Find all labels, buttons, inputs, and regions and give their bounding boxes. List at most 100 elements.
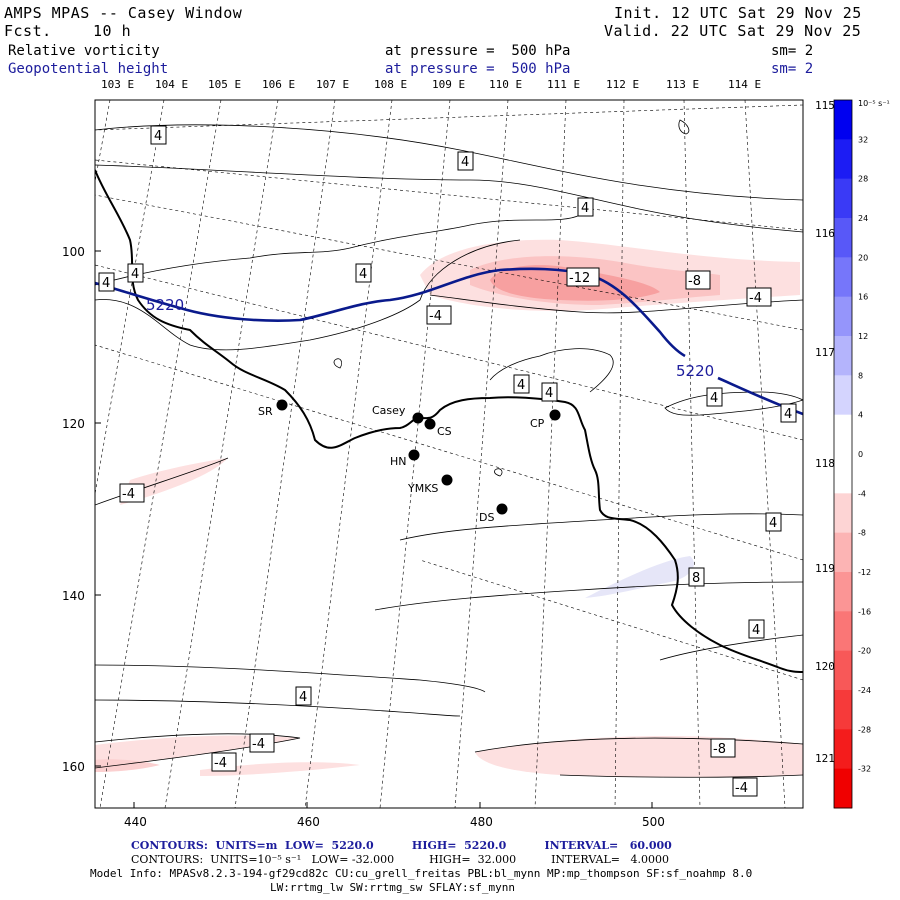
svg-text:4: 4 bbox=[769, 516, 777, 531]
svg-text:CS: CS bbox=[437, 425, 452, 438]
colorbar-tick-label: 8 bbox=[858, 371, 863, 380]
svg-text:-8: -8 bbox=[688, 274, 701, 289]
svg-text:-4: -4 bbox=[122, 487, 135, 502]
contour-label: 4 bbox=[457, 151, 474, 171]
colorbar-swatch bbox=[834, 375, 852, 416]
vorticity-contours bbox=[95, 119, 803, 778]
colorbar-swatch bbox=[834, 454, 852, 494]
stations: SR Casey CS HN YMKS CP DS bbox=[258, 399, 561, 524]
svg-text:4: 4 bbox=[581, 201, 589, 216]
y-tick-label: 120 bbox=[62, 417, 85, 431]
contour-label: 4 bbox=[127, 263, 144, 283]
lon-label-106: 106 E bbox=[262, 78, 296, 91]
colorbar-swatch bbox=[834, 611, 852, 652]
vorticity-contour-info: CONTOURS: UNITS=10⁻⁵ s⁻¹ LOW= -32.000 HI… bbox=[131, 853, 669, 866]
axis-tick-labels: 100 120 140 160 440 460 480 500 bbox=[62, 245, 665, 829]
lon-label-113: 113 E bbox=[666, 78, 700, 91]
height-contour-label: 5220 bbox=[676, 362, 714, 380]
svg-text:4: 4 bbox=[752, 623, 760, 638]
valid-time: Valid. 22 UTC Sat 29 Nov 25 bbox=[604, 22, 862, 40]
model-info: Model Info: MPASv8.2.3-194-gf29cd82c CU:… bbox=[90, 867, 753, 880]
contour-label: 4 bbox=[706, 387, 723, 407]
svg-text:CP: CP bbox=[530, 417, 545, 430]
contour-label: 4 bbox=[295, 686, 312, 706]
lon-label-112: 112 E bbox=[606, 78, 640, 91]
svg-text:DS: DS bbox=[479, 511, 494, 524]
plot-title: AMPS MPAS -- Casey Window bbox=[4, 4, 243, 22]
contour-label: 4 bbox=[150, 125, 167, 145]
contour-label: 8 bbox=[688, 567, 705, 587]
colorbar-swatch bbox=[834, 178, 852, 219]
contour-label: 4 bbox=[541, 382, 558, 402]
geopotential-labels: 5220 5220 bbox=[146, 296, 714, 380]
contour-label: -4 bbox=[119, 483, 145, 503]
lon-label-109: 109 E bbox=[432, 78, 466, 91]
contour-label: 4 bbox=[765, 512, 782, 532]
contour-label: 4 bbox=[577, 197, 594, 217]
contour-label: -8 bbox=[710, 738, 736, 758]
contour-label: -4 bbox=[249, 733, 275, 753]
colorbar-swatch bbox=[834, 218, 852, 258]
colorbar-tick-label: 20 bbox=[858, 253, 868, 262]
longitude-gridlines bbox=[95, 100, 803, 808]
colorbar-tick-label: -8 bbox=[858, 529, 866, 538]
colorbar-tick-label: -20 bbox=[858, 647, 871, 656]
svg-text:4: 4 bbox=[299, 690, 307, 705]
svg-text:4: 4 bbox=[784, 407, 792, 422]
station-cs: CS bbox=[424, 418, 452, 438]
contour-label: 4 bbox=[748, 619, 765, 639]
colorbar-swatch bbox=[834, 690, 852, 730]
svg-text:4: 4 bbox=[131, 267, 139, 282]
svg-text:4: 4 bbox=[461, 155, 469, 170]
svg-text:YMKS: YMKS bbox=[407, 482, 438, 495]
svg-text:SR: SR bbox=[258, 405, 273, 418]
svg-text:-4: -4 bbox=[749, 291, 762, 306]
colorbar-swatch bbox=[834, 296, 852, 337]
colorbar-tick-labels: 32 28 24 20 16 12 8 4 0 -4 -8 -12 -16 -20 -24 -28 -32 bbox=[858, 135, 871, 773]
y-tick-label: 160 bbox=[62, 760, 85, 774]
colorbar-tick-label: 12 bbox=[858, 332, 868, 341]
lon-label-103: 103 E bbox=[101, 78, 135, 91]
x-tick-label: 460 bbox=[297, 815, 320, 829]
field1-smoothing: sm= 2 bbox=[771, 43, 814, 59]
plot-frame bbox=[94, 99, 804, 809]
contour-label: -4 bbox=[426, 305, 452, 325]
field1-pressure: at pressure = 500 hPa bbox=[385, 43, 571, 59]
colorbar-tick-label: -28 bbox=[858, 725, 871, 734]
forecast-label: Fcst. bbox=[4, 22, 52, 40]
colorbar-swatch bbox=[834, 257, 852, 298]
colorbar-swatch bbox=[834, 768, 852, 809]
lon-label-104: 104 E bbox=[155, 78, 189, 91]
colorbar-swatch bbox=[834, 572, 852, 612]
contour-label: -4 bbox=[211, 752, 237, 772]
lon-label-108: 108 E bbox=[374, 78, 408, 91]
colorbar-swatch bbox=[834, 532, 852, 573]
svg-text:4: 4 bbox=[545, 386, 553, 401]
svg-text:4: 4 bbox=[517, 378, 525, 393]
y-tick-label: 140 bbox=[62, 589, 85, 603]
svg-text:-4: -4 bbox=[735, 781, 748, 796]
colorbar-tick-label: 0 bbox=[858, 450, 863, 459]
model-info-radiation: LW:rrtmg_lw SW:rrtmg_sw SFLAY:sf_mynn bbox=[270, 881, 516, 894]
svg-text:-4: -4 bbox=[429, 309, 442, 324]
y-axis-ticks bbox=[95, 250, 653, 808]
y-tick-label: 100 bbox=[62, 245, 85, 259]
field2-pressure: at pressure = 500 hPa bbox=[385, 61, 571, 77]
plot-area bbox=[95, 100, 803, 808]
svg-text:4: 4 bbox=[359, 267, 367, 282]
svg-text:HN: HN bbox=[390, 455, 407, 468]
svg-text:4: 4 bbox=[710, 391, 718, 406]
field2-smoothing: sm= 2 bbox=[771, 61, 814, 77]
colorbar-swatch bbox=[834, 100, 852, 140]
colorbar-tick-label: 32 bbox=[858, 135, 868, 144]
svg-text:-4: -4 bbox=[214, 756, 227, 771]
colorbar-tick-label: 16 bbox=[858, 293, 868, 302]
x-tick-label: 500 bbox=[642, 815, 665, 829]
colorbar bbox=[834, 100, 852, 809]
contour-label: 4 bbox=[98, 272, 115, 292]
colorbar-swatch bbox=[834, 729, 852, 770]
coastline bbox=[95, 169, 803, 673]
field2-name: Geopotential height bbox=[8, 61, 169, 77]
contour-label: 4 bbox=[355, 263, 372, 283]
